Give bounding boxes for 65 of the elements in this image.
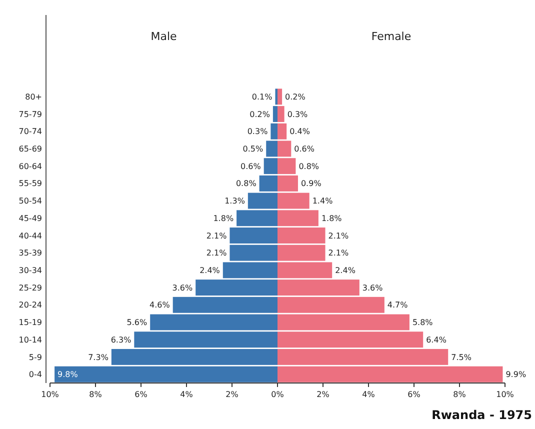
x-tick-label: 2% (316, 390, 330, 399)
data-label: 6.4% (426, 335, 447, 344)
y-tick-label: 20-24 (18, 300, 42, 310)
x-tick-label: 4% (180, 390, 194, 399)
data-label: 0.9% (300, 179, 322, 188)
data-label: 0.3% (247, 127, 268, 136)
data-label: 0.8% (298, 162, 320, 171)
x-tick-label: 10% (496, 390, 514, 399)
data-label: 9.9% (506, 370, 526, 380)
chart-title: Female (371, 30, 412, 43)
data-label: 4.7% (387, 300, 408, 310)
data-label: 1.3% (224, 196, 246, 206)
y-tick-label: 75-79 (18, 110, 42, 119)
y-tick-label: 15-19 (18, 318, 42, 328)
data-label: 0.2% (285, 92, 306, 102)
data-label: 0.2% (250, 110, 270, 119)
data-label: 0.5% (242, 144, 264, 154)
data-label: 7.5% (451, 352, 472, 362)
data-label: 3.6% (362, 283, 384, 292)
y-tick-label: 65-69 (18, 144, 42, 154)
x-tick-label: 10% (41, 390, 60, 399)
data-label: 0.1% (252, 92, 273, 102)
data-label: 0.3% (287, 110, 308, 119)
y-tick-label: 70-74 (18, 127, 42, 136)
data-label: 1.8% (321, 214, 342, 223)
data-label: 2.4% (335, 266, 356, 276)
data-label: 0.4% (290, 127, 310, 136)
y-tick-label: 0-4 (28, 370, 42, 380)
data-label: 4.6% (150, 300, 170, 310)
data-label: 2.1% (328, 231, 349, 240)
data-label: 2.1% (328, 248, 349, 258)
data-label: 1.4% (312, 196, 334, 206)
data-label: 0.6% (240, 162, 262, 171)
data-label: 0.6% (294, 144, 315, 154)
data-label: 5.6% (126, 318, 148, 328)
y-tick-label: 5-9 (28, 352, 42, 362)
data-label: 7.3% (88, 352, 109, 362)
y-tick-label: 50-54 (18, 196, 42, 206)
data-label: 3.6% (172, 283, 193, 292)
x-tick-label: 8% (89, 390, 102, 399)
x-tick-label: 8% (453, 390, 466, 399)
y-tick-label: 35-39 (18, 248, 42, 258)
chart-title: Male (150, 30, 178, 43)
y-tick-label: 80+ (25, 92, 42, 102)
data-label: 9.8% (58, 370, 78, 380)
y-tick-label: 45-49 (18, 214, 42, 223)
data-label: 1.8% (213, 214, 234, 223)
data-label: 6.3% (110, 335, 132, 344)
data-label: 5.8% (412, 318, 434, 328)
x-tick-label: 6% (134, 390, 148, 399)
y-tick-label: 55-59 (18, 179, 42, 188)
x-tick-label: 6% (408, 390, 421, 399)
y-tick-label: 40-44 (18, 231, 42, 240)
y-tick-label: 60-64 (18, 162, 42, 171)
data-label: 0.8% (236, 179, 257, 188)
x-tick-label: 4% (362, 390, 376, 399)
y-tick-label: 25-29 (18, 283, 42, 292)
y-tick-label: 30-34 (18, 266, 42, 276)
x-tick-label: 0% (271, 390, 284, 399)
text: Rwanda - 1975 (432, 408, 532, 422)
data-label: 2.1% (206, 231, 228, 240)
data-label: 2.4% (200, 266, 220, 276)
x-tick-label: 2% (226, 390, 239, 399)
data-label: 2.1% (206, 248, 228, 258)
y-tick-label: 10-14 (18, 335, 42, 344)
